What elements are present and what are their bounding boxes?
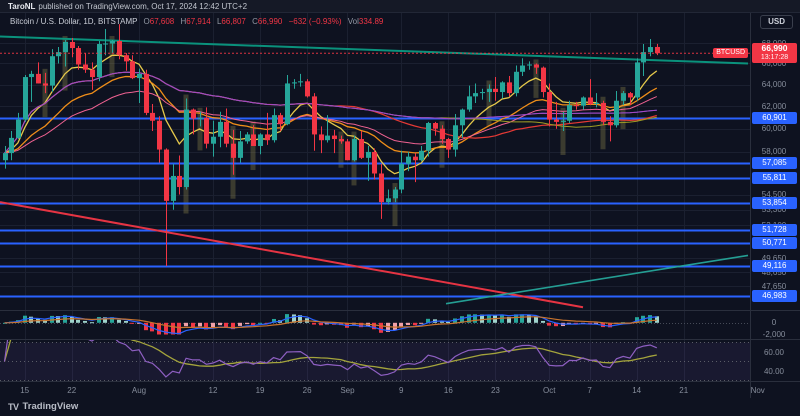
- symbol-legend: Bitcoin / U.S. Dollar, 1D, BITSTAMP O67,…: [10, 17, 383, 26]
- publish-banner: TaroNL published on TradingView.com, Oct…: [0, 0, 800, 13]
- change-value: −632 (−0.93%): [288, 17, 342, 26]
- currency-toggle-button[interactable]: USD: [760, 15, 793, 29]
- trendlines-layer: [0, 35, 749, 309]
- candles-layer: [3, 24, 660, 266]
- tradingview-branding[interactable]: TV TradingView: [8, 401, 78, 412]
- open-label: O: [143, 17, 150, 26]
- open-value: 67,608: [149, 17, 175, 26]
- low-label: L: [216, 17, 222, 26]
- tradingview-logo-icon: TV: [8, 401, 19, 412]
- publish-info: published on TradingView.com, Oct 17, 20…: [38, 1, 248, 11]
- moving-averages-layer: [4, 54, 658, 175]
- volume-value: 334.89: [358, 17, 384, 26]
- high-value: 67,914: [186, 17, 211, 26]
- symbol-title: Bitcoin / U.S. Dollar, 1D, BITSTAMP: [10, 17, 138, 26]
- low-value: 66,807: [221, 17, 246, 26]
- high-label: H: [180, 17, 187, 26]
- tradingview-wordmark: TradingView: [22, 401, 79, 412]
- volume-label: Vol: [347, 17, 359, 26]
- rsi-pane: [0, 340, 750, 381]
- publisher-username: TaroNL: [8, 1, 36, 11]
- histogram-pane: [0, 314, 750, 335]
- close-value: 66,990: [257, 17, 283, 26]
- close-label: C: [252, 17, 258, 26]
- pane-separators: [0, 13, 800, 398]
